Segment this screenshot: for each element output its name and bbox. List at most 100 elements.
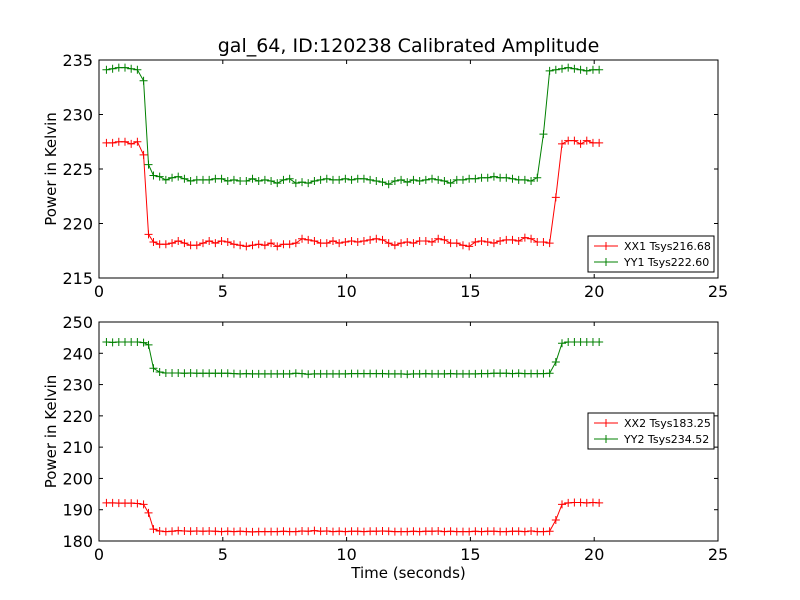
legend-marker: [602, 258, 610, 266]
data-point: [254, 240, 263, 249]
data-point: [372, 234, 381, 243]
legend-label: YY2 Tsys234.52: [623, 433, 709, 446]
data-point: [155, 172, 164, 181]
data-point: [520, 175, 529, 184]
data-point: [483, 238, 492, 247]
data-point: [564, 63, 573, 72]
x-tick-label: 0: [94, 282, 104, 301]
data-point: [133, 137, 142, 146]
data-point: [133, 499, 142, 508]
data-point: [582, 66, 591, 75]
data-point: [551, 193, 560, 202]
data-point: [186, 176, 195, 185]
data-point: [291, 239, 300, 248]
data-point: [403, 178, 412, 187]
legend-marker: [602, 242, 610, 250]
data-point: [465, 242, 474, 251]
data-point: [229, 240, 238, 249]
data-point: [304, 235, 313, 244]
data-point: [341, 174, 350, 183]
data-point: [304, 179, 313, 188]
data-point: [291, 527, 300, 536]
data-point: [514, 236, 523, 245]
y-tick-label: 220: [62, 407, 93, 426]
data-point: [149, 238, 158, 247]
legend-marker: [602, 435, 610, 443]
data-point: [508, 235, 517, 244]
data-point: [527, 176, 536, 185]
data-point: [161, 175, 170, 184]
data-point: [558, 64, 567, 73]
data-point: [223, 238, 232, 247]
data-point: [285, 174, 294, 183]
data-point: [236, 241, 245, 250]
data-point: [242, 242, 251, 251]
data-point: [483, 173, 492, 182]
data-point: [533, 173, 542, 182]
data-point: [120, 63, 129, 72]
data-point: [285, 240, 294, 249]
legend-label: XX2 Tsys183.25: [624, 417, 711, 430]
x-tick-label: 5: [218, 545, 228, 564]
data-point: [322, 239, 331, 248]
data-point: [285, 369, 294, 378]
data-point: [127, 64, 136, 73]
data-point: [415, 176, 424, 185]
data-point: [310, 236, 319, 245]
data-point: [322, 526, 331, 535]
x-tick-label: 25: [708, 282, 728, 301]
data-point: [390, 176, 399, 185]
data-point: [551, 516, 560, 525]
data-point: [217, 236, 226, 245]
data-point: [120, 137, 129, 146]
data-point: [260, 175, 269, 184]
y-tick-label: 250: [62, 313, 93, 332]
data-point: [458, 175, 467, 184]
data-point: [384, 239, 393, 248]
data-point: [144, 160, 153, 169]
x-tick-label: 10: [336, 545, 356, 564]
data-point: [139, 338, 148, 347]
data-point: [127, 139, 136, 148]
data-point: [582, 136, 591, 145]
data-point: [139, 76, 148, 85]
x-tick-label: 0: [94, 545, 104, 564]
data-point: [192, 241, 201, 250]
data-point: [551, 358, 560, 367]
data-point: [539, 238, 548, 247]
data-point: [446, 179, 455, 188]
data-point: [558, 139, 567, 148]
data-point: [273, 242, 282, 251]
y-tick-label: 230: [62, 106, 93, 125]
data-point: [347, 175, 356, 184]
data-point: [102, 65, 111, 74]
x-tick-label: 15: [460, 282, 480, 301]
x-tick-label: 5: [218, 282, 228, 301]
data-point: [428, 174, 437, 183]
data-point: [298, 234, 307, 243]
data-point: [477, 236, 486, 245]
data-point: [180, 239, 189, 248]
data-point: [545, 239, 554, 248]
data-point: [155, 368, 164, 377]
data-point: [421, 236, 430, 245]
data-point: [229, 175, 238, 184]
x-tick-label: 20: [584, 545, 604, 564]
data-point: [576, 139, 585, 148]
data-point: [545, 66, 554, 75]
axes-frame: [98, 321, 719, 542]
data-point: [551, 65, 560, 74]
data-point: [260, 241, 269, 250]
data-point: [174, 172, 183, 181]
data-point: [496, 236, 505, 245]
data-point: [211, 239, 220, 248]
top-panel: gal_64, ID:120238 Calibrated Amplitude 0 5…: [42, 35, 728, 301]
data-point: [198, 239, 207, 248]
data-point: [168, 527, 177, 536]
data-point: [310, 176, 319, 185]
data-point: [335, 239, 344, 248]
data-point: [570, 136, 579, 145]
data-point: [133, 338, 142, 347]
data-point: [366, 235, 375, 244]
